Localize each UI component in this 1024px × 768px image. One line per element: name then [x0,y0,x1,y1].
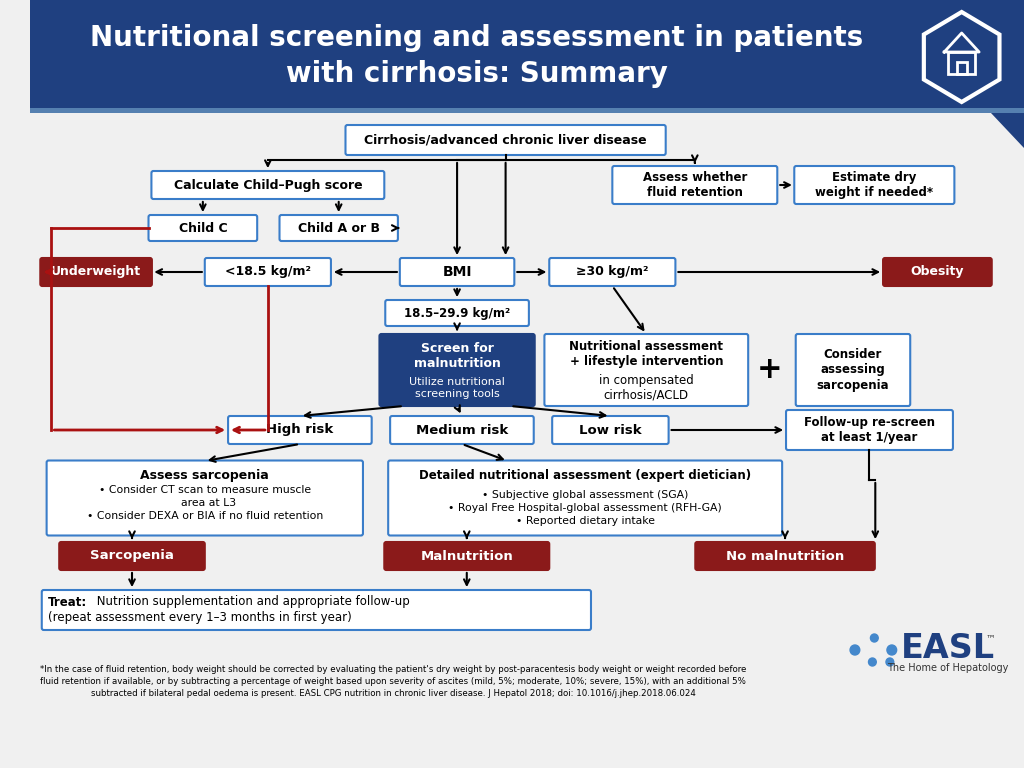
Text: High risk: High risk [266,423,334,436]
Text: with cirrhosis: Summary: with cirrhosis: Summary [286,60,668,88]
FancyBboxPatch shape [390,416,534,444]
FancyBboxPatch shape [549,258,676,286]
Text: EASL: EASL [901,631,995,664]
Text: Treat:: Treat: [47,595,87,608]
Text: Utilize nutritional
screening tools: Utilize nutritional screening tools [410,377,505,399]
Text: Calculate Child–Pugh score: Calculate Child–Pugh score [173,178,362,191]
Text: Assess sarcopenia: Assess sarcopenia [140,469,269,482]
FancyBboxPatch shape [612,166,777,204]
Text: in compensated
cirrhosis/ACLD: in compensated cirrhosis/ACLD [599,374,693,402]
Text: +: + [757,356,782,385]
Text: Malnutrition: Malnutrition [421,549,513,562]
Text: Nutrition supplementation and appropriate follow-up: Nutrition supplementation and appropriat… [93,595,410,608]
FancyBboxPatch shape [205,258,331,286]
FancyBboxPatch shape [40,258,152,286]
FancyBboxPatch shape [152,171,384,199]
Text: Child A or B: Child A or B [298,221,380,234]
Text: Low risk: Low risk [580,423,642,436]
Text: ≥30 kg/m²: ≥30 kg/m² [577,266,648,279]
Text: Screen for
malnutrition: Screen for malnutrition [414,342,501,370]
FancyBboxPatch shape [59,542,205,570]
FancyBboxPatch shape [695,542,874,570]
Text: ™: ™ [986,633,995,643]
FancyBboxPatch shape [280,215,398,241]
Text: Follow-up re-screen
at least 1/year: Follow-up re-screen at least 1/year [804,416,935,444]
Text: Detailed nutritional assessment (expert dietician): Detailed nutritional assessment (expert … [419,469,752,482]
Circle shape [868,658,877,666]
Circle shape [870,634,879,642]
Text: Nutritional screening and assessment in patients: Nutritional screening and assessment in … [90,24,863,52]
FancyBboxPatch shape [30,108,1024,113]
FancyBboxPatch shape [545,334,749,406]
Text: (repeat assessment every 1–3 months in first year): (repeat assessment every 1–3 months in f… [47,611,351,624]
FancyBboxPatch shape [795,166,954,204]
FancyBboxPatch shape [385,300,528,326]
Text: <18.5 kg/m²: <18.5 kg/m² [225,266,311,279]
FancyBboxPatch shape [47,461,362,535]
Circle shape [850,645,860,655]
Text: Nutritional assessment
+ lifestyle intervention: Nutritional assessment + lifestyle inter… [569,340,723,368]
Text: Underweight: Underweight [51,266,141,279]
FancyBboxPatch shape [30,0,1024,108]
Text: BMI: BMI [442,265,472,279]
Text: Cirrhosis/advanced chronic liver disease: Cirrhosis/advanced chronic liver disease [365,134,647,147]
Text: Consider
assessing
sarcopenia: Consider assessing sarcopenia [817,349,889,392]
FancyBboxPatch shape [384,542,549,570]
FancyBboxPatch shape [148,215,257,241]
Text: • Consider CT scan to measure muscle
  area at L3
• Consider DEXA or BIA if no f: • Consider CT scan to measure muscle are… [87,485,323,521]
Text: No malnutrition: No malnutrition [726,549,844,562]
FancyBboxPatch shape [42,590,591,630]
FancyBboxPatch shape [345,125,666,155]
FancyBboxPatch shape [388,461,782,535]
FancyBboxPatch shape [552,416,669,444]
FancyBboxPatch shape [786,410,953,450]
FancyBboxPatch shape [399,258,514,286]
Text: Obesity: Obesity [910,266,965,279]
Circle shape [887,645,897,655]
Polygon shape [924,12,999,102]
Text: *In the case of fluid retention, body weight should be corrected by evaluating t: *In the case of fluid retention, body we… [40,665,746,697]
FancyBboxPatch shape [228,416,372,444]
Text: 18.5–29.9 kg/m²: 18.5–29.9 kg/m² [404,306,510,319]
Text: Sarcopenia: Sarcopenia [90,549,174,562]
Text: Medium risk: Medium risk [416,423,508,436]
FancyBboxPatch shape [796,334,910,406]
Circle shape [886,658,894,666]
Text: Child C: Child C [178,221,227,234]
Text: Assess whether
fluid retention: Assess whether fluid retention [643,171,746,199]
FancyBboxPatch shape [380,334,535,406]
Polygon shape [991,113,1024,148]
FancyBboxPatch shape [883,258,991,286]
Text: The Home of Hepatology: The Home of Hepatology [888,663,1009,673]
Text: Estimate dry
weight if needed*: Estimate dry weight if needed* [815,171,934,199]
Text: • Subjective global assessment (SGA)
• Royal Free Hospital-global assessment (RF: • Subjective global assessment (SGA) • R… [449,490,722,526]
